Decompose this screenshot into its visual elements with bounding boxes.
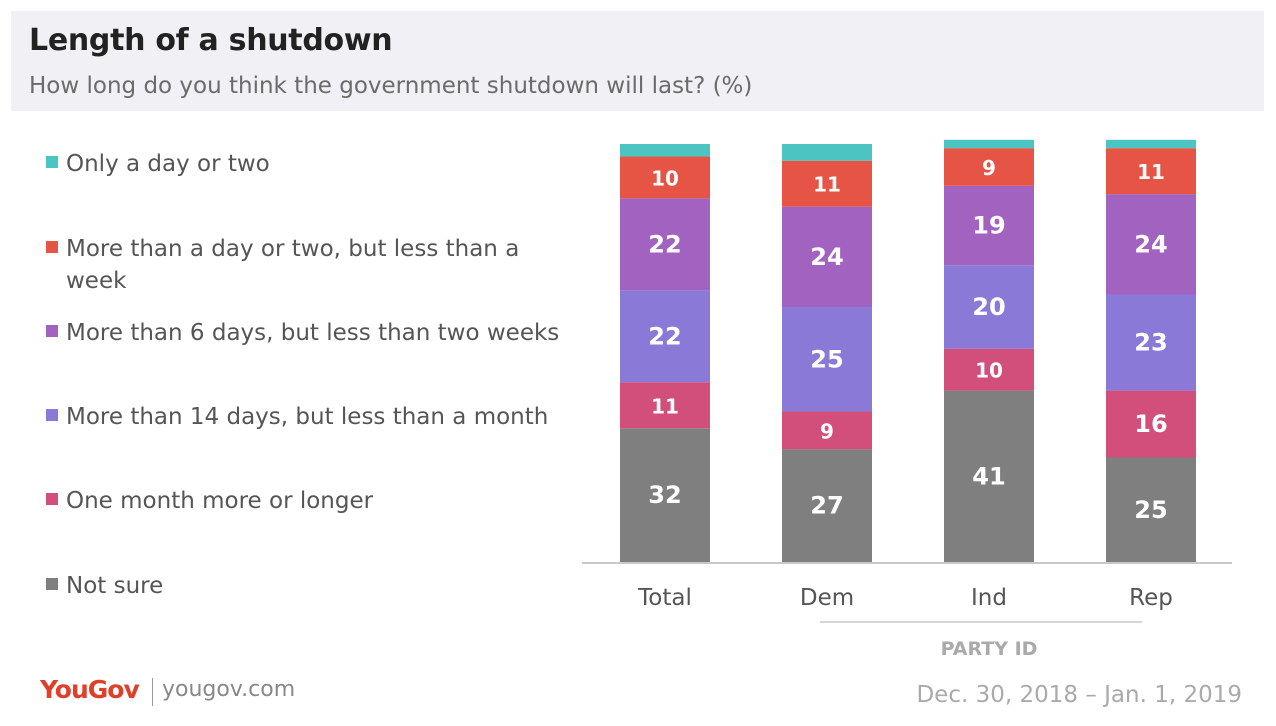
bar-segment: [1106, 139, 1196, 149]
group-label: PARTY ID: [941, 638, 1038, 660]
category-label: Rep: [1129, 585, 1173, 611]
bar-segment: [944, 185, 1034, 266]
bar-segment: [1106, 148, 1196, 195]
legend-label: Not sure: [66, 573, 164, 599]
bar-segment: [782, 411, 872, 450]
bar-segment: [944, 265, 1034, 349]
data-label: 41: [972, 462, 1005, 490]
data-label: 25: [1134, 496, 1167, 524]
legend-label: More than 14 days, but less than a month: [66, 404, 549, 430]
category-label: Ind: [971, 585, 1007, 611]
chart-header: Length of a shutdown How long do you thi…: [11, 11, 1264, 111]
footer-url[interactable]: yougov.com: [162, 677, 296, 702]
bar-segment: [782, 160, 872, 207]
data-label: 9: [820, 419, 834, 443]
chart-subtitle: How long do you think the government shu…: [29, 73, 753, 99]
data-label: 16: [1134, 410, 1167, 438]
data-label: 11: [813, 173, 841, 197]
legend-swatch: [46, 409, 58, 421]
data-label: 10: [651, 166, 679, 190]
bar-segment: [620, 144, 710, 157]
data-label: 11: [1137, 160, 1165, 184]
legend-label: More than a day or two, but less than a …: [66, 236, 520, 294]
data-label: 9: [982, 156, 996, 180]
legend-swatch: [46, 578, 58, 590]
data-label: 22: [648, 322, 681, 350]
category-label: Dem: [800, 585, 854, 611]
chart-title: Length of a shutdown: [29, 23, 393, 58]
footer-divider: [152, 678, 153, 706]
bar-segment: [782, 449, 872, 562]
legend-swatch: [46, 156, 58, 168]
bar-segment: [782, 206, 872, 308]
data-label: 24: [1134, 230, 1167, 258]
bar-segment: [620, 428, 710, 562]
data-label: 20: [972, 293, 1005, 321]
bar-segment: [1106, 294, 1196, 391]
bar-segment: [944, 348, 1034, 391]
yougov-logo: YouGov: [40, 675, 140, 704]
bar-segment: [1106, 194, 1196, 295]
bar-segment: [944, 139, 1034, 149]
bar-segment: [944, 390, 1034, 562]
legend-label: More than 6 days, but less than two week…: [66, 320, 560, 346]
legend-label: One month more or longer: [66, 488, 374, 514]
data-label: 22: [648, 230, 681, 258]
legend-swatch: [46, 493, 58, 505]
fieldwork-dates: Dec. 30, 2018 – Jan. 1, 2019: [916, 682, 1242, 708]
legend-swatch: [46, 325, 58, 337]
bar-segment: [1106, 390, 1196, 458]
data-label: 23: [1134, 329, 1167, 357]
bar-segment: [620, 198, 710, 291]
bar-segment: [782, 307, 872, 412]
bar-segment: [944, 148, 1034, 186]
bar-segment: [782, 144, 872, 161]
legend-label: Only a day or two: [66, 151, 270, 177]
bar-segment: [1106, 457, 1196, 562]
data-label: 24: [810, 243, 843, 271]
category-label: Total: [637, 585, 692, 611]
data-label: 10: [975, 359, 1003, 383]
bar-segment: [620, 156, 710, 199]
data-label: 11: [651, 394, 679, 418]
data-label: 27: [810, 492, 843, 520]
data-label: 19: [972, 212, 1005, 240]
legend-swatch: [46, 241, 58, 253]
data-label: 32: [648, 481, 681, 509]
data-label: 25: [810, 345, 843, 373]
bar-segment: [620, 290, 710, 383]
bar-segment: [620, 382, 710, 429]
